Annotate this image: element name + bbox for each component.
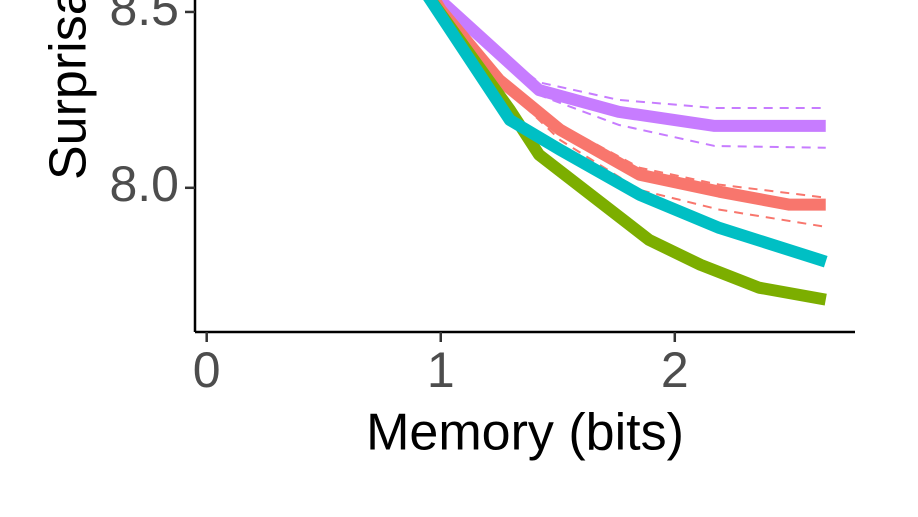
dashed-line <box>438 0 826 149</box>
series-line <box>423 0 828 268</box>
dashed-line <box>439 9 826 228</box>
y-tick-label: 8.5 <box>109 0 179 36</box>
x-tick-label: 2 <box>661 342 689 398</box>
y-axis-title: Surprisal <box>40 0 98 180</box>
x-tick-label: 1 <box>427 342 455 398</box>
dashed-line <box>440 4 826 109</box>
series-line <box>430 0 826 132</box>
x-axis-title: Memory (bits) <box>366 404 684 462</box>
y-tick-label: 8.0 <box>109 156 179 212</box>
series-line <box>427 0 826 211</box>
dashed-line <box>439 9 826 199</box>
plot-area <box>423 0 828 306</box>
x-tick-label: 0 <box>193 342 221 398</box>
